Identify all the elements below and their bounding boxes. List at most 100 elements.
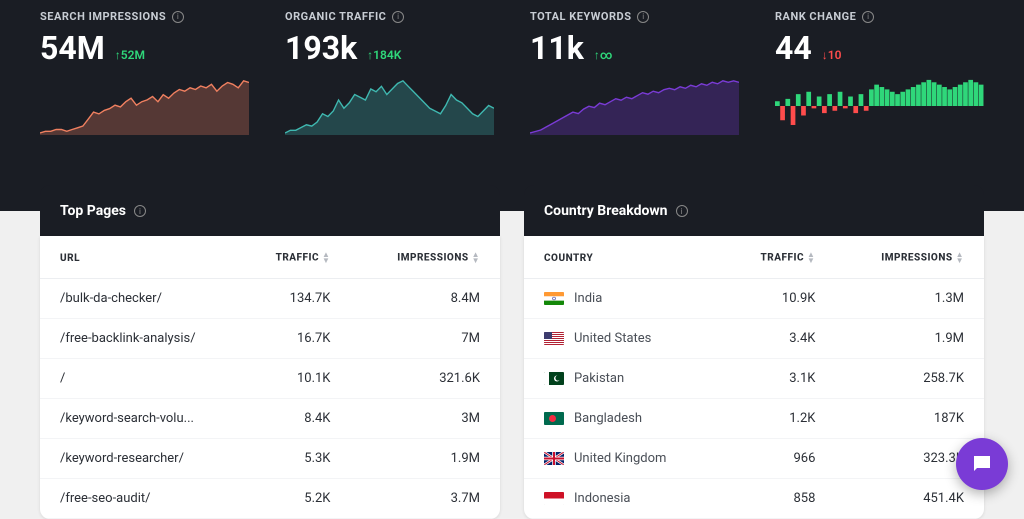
cell-impressions: 451.4K xyxy=(835,479,984,519)
col-traffic-label: TRAFFIC xyxy=(761,253,804,264)
cell-country: United Kingdom xyxy=(524,439,721,479)
flag-icon xyxy=(544,372,564,385)
sparkline xyxy=(530,77,739,135)
info-icon[interactable]: i xyxy=(172,11,184,23)
chat-icon xyxy=(970,452,994,476)
cell-traffic: 16.7K xyxy=(235,319,351,359)
flag-icon xyxy=(544,452,564,465)
metric-label: SEARCH IMPRESSIONSi xyxy=(40,10,249,23)
flag-icon xyxy=(544,412,564,425)
flag-icon xyxy=(544,332,564,345)
cell-impressions: 3M xyxy=(350,399,500,439)
chat-button[interactable] xyxy=(956,438,1008,490)
cell-traffic: 1.2K xyxy=(721,399,836,439)
cell-url: /free-backlink-analysis/ xyxy=(40,319,235,359)
table-row[interactable]: /10.1K321.6K xyxy=(40,359,500,399)
cell-traffic: 5.3K xyxy=(235,439,351,479)
cell-impressions: 8.4M xyxy=(350,279,500,319)
metric-label: RANK CHANGEi xyxy=(775,10,984,23)
info-icon[interactable]: i xyxy=(637,11,649,23)
sparkline xyxy=(285,77,494,135)
table-row[interactable]: Pakistan3.1K258.7K xyxy=(524,359,984,399)
sparkline xyxy=(40,77,249,135)
table-row[interactable]: /keyword-search-volu...8.4K3M xyxy=(40,399,500,439)
col-impressions-label: IMPRESSIONS xyxy=(397,253,468,264)
cell-traffic: 10.9K xyxy=(721,279,836,319)
cell-traffic: 5.2K xyxy=(235,479,351,519)
col-traffic[interactable]: TRAFFIC▲▼ xyxy=(235,236,351,279)
flag-icon xyxy=(544,492,564,505)
metric-value: 11k xyxy=(530,29,584,67)
metric-value: 44 xyxy=(775,29,812,67)
metric-card: RANK CHANGEi 44 ↓10 xyxy=(775,10,984,139)
cell-traffic: 10.1K xyxy=(235,359,351,399)
col-url-label: URL xyxy=(60,253,80,264)
cell-impressions: 1.3M xyxy=(835,279,984,319)
cell-country: Pakistan xyxy=(524,359,721,399)
cell-impressions: 3.7M xyxy=(350,479,500,519)
cell-traffic: 966 xyxy=(721,439,836,479)
table-row[interactable]: /keyword-researcher/5.3K1.9M xyxy=(40,439,500,479)
table-row[interactable]: United Kingdom966323.3K xyxy=(524,439,984,479)
cell-impressions: 187K xyxy=(835,399,984,439)
sort-icon: ▲▼ xyxy=(472,252,480,264)
metric-card: ORGANIC TRAFFICi 193k ↑184K xyxy=(285,10,494,139)
metric-change: ↑184K xyxy=(367,48,401,62)
info-icon[interactable]: i xyxy=(862,11,874,23)
metric-card: TOTAL KEYWORDSi11k↑∞ xyxy=(530,10,739,139)
info-icon[interactable]: i xyxy=(134,205,146,217)
metric-value: 193k xyxy=(285,29,357,67)
cell-url: / xyxy=(40,359,235,399)
table-row[interactable]: /free-seo-audit/5.2K3.7M xyxy=(40,479,500,519)
cell-impressions: 321.6K xyxy=(350,359,500,399)
sort-icon: ▲▼ xyxy=(807,252,815,264)
metric-label: ORGANIC TRAFFICi xyxy=(285,10,494,23)
metric-label: TOTAL KEYWORDSi xyxy=(530,10,739,23)
info-icon[interactable]: i xyxy=(676,205,688,217)
cell-impressions: 258.7K xyxy=(835,359,984,399)
cell-traffic: 134.7K xyxy=(235,279,351,319)
table-row[interactable]: Bangladesh1.2K187K xyxy=(524,399,984,439)
country-breakdown-title: Country Breakdown xyxy=(544,203,668,219)
metrics-strip: SEARCH IMPRESSIONSi 54M ↑52M ORGANIC TRAFFI… xyxy=(0,0,1024,159)
col-impressions[interactable]: IMPRESSIONS▲▼ xyxy=(835,236,984,279)
cell-url: /keyword-search-volu... xyxy=(40,399,235,439)
cell-country: India xyxy=(524,279,721,319)
col-traffic-label: TRAFFIC xyxy=(276,253,319,264)
cell-traffic: 858 xyxy=(721,479,836,519)
table-row[interactable]: United States3.4K1.9M xyxy=(524,319,984,359)
cell-impressions: 1.9M xyxy=(835,319,984,359)
table-row[interactable]: India10.9K1.3M xyxy=(524,279,984,319)
cell-url: /free-seo-audit/ xyxy=(40,479,235,519)
country-breakdown-header: Country Breakdown i xyxy=(524,185,984,237)
spacer xyxy=(0,159,1024,185)
cell-country: Indonesia xyxy=(524,479,721,519)
sort-icon: ▲▼ xyxy=(322,252,330,264)
col-url[interactable]: URL xyxy=(40,236,235,279)
country-breakdown-panel: COUNTRY TRAFFIC▲▼ IMPRESSIONS▲▼ India10.… xyxy=(524,236,984,519)
sort-icon: ▲▼ xyxy=(956,252,964,264)
table-row[interactable]: /free-backlink-analysis/16.7K7M xyxy=(40,319,500,359)
table-row[interactable]: /bulk-da-checker/134.7K8.4M xyxy=(40,279,500,319)
cell-country: Bangladesh xyxy=(524,399,721,439)
sparkline xyxy=(775,77,984,135)
cell-impressions: 7M xyxy=(350,319,500,359)
col-impressions[interactable]: IMPRESSIONS ▲▼ xyxy=(350,236,500,279)
cell-traffic: 3.1K xyxy=(721,359,836,399)
flag-icon xyxy=(544,292,564,305)
top-pages-title: Top Pages xyxy=(60,203,126,219)
table-row[interactable]: Indonesia858451.4K xyxy=(524,479,984,519)
cell-country: United States xyxy=(524,319,721,359)
metric-card: SEARCH IMPRESSIONSi 54M ↑52M xyxy=(40,10,249,139)
col-country[interactable]: COUNTRY xyxy=(524,236,721,279)
cell-impressions: 1.9M xyxy=(350,439,500,479)
metric-value: 54M xyxy=(40,29,105,67)
top-pages-header: Top Pages i xyxy=(40,185,500,237)
metric-change: ↑52M xyxy=(115,48,145,62)
col-traffic[interactable]: TRAFFIC▲▼ xyxy=(721,236,836,279)
info-icon[interactable]: i xyxy=(392,11,404,23)
metric-change: ↓10 xyxy=(822,48,842,62)
cell-url: /keyword-researcher/ xyxy=(40,439,235,479)
col-country-label: COUNTRY xyxy=(544,253,593,264)
top-pages-panel: URL TRAFFIC▲▼ IMPRESSIONS▲▼ /bulk-da-che… xyxy=(40,236,500,519)
